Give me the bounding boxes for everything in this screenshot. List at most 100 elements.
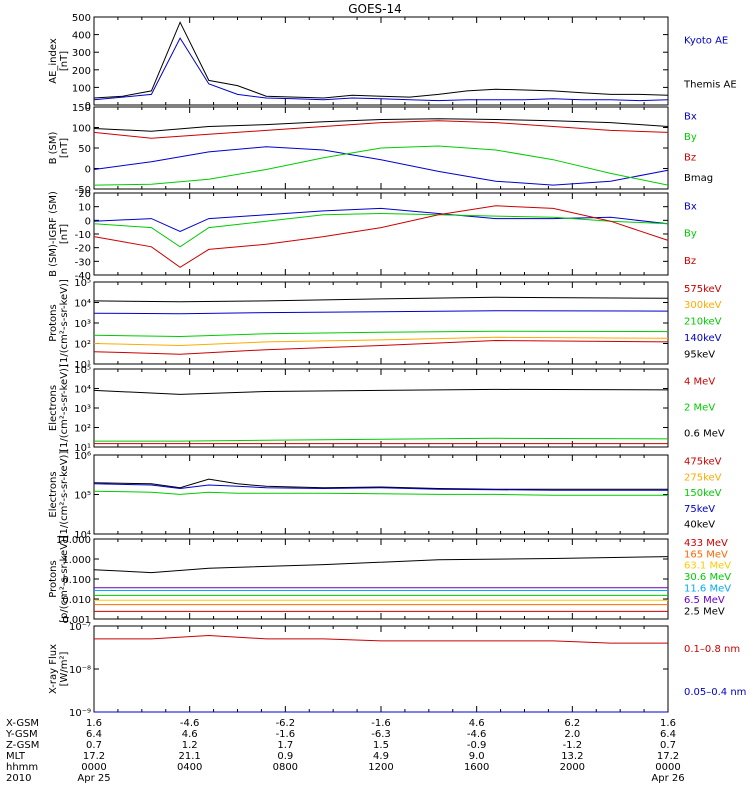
- legend-entry: 433 MeV: [684, 538, 728, 549]
- x-axis-value: 9.0: [469, 751, 485, 762]
- legend-entry: 475keV: [684, 456, 722, 467]
- legend-entry: 30.6 MeV: [684, 572, 731, 583]
- y-tick-label: -30: [75, 257, 91, 268]
- y-axis-label: AE_index: [48, 38, 59, 84]
- y-tick-label: 500: [72, 13, 91, 24]
- series-line: [93, 336, 669, 347]
- legend-entry: By: [684, 229, 697, 240]
- y-tick-label: 10²: [74, 340, 91, 351]
- x-axis-value: 0.7: [86, 740, 102, 751]
- y-tick-label: 10⁻⁸: [69, 665, 91, 676]
- y-tick-label: 0: [85, 165, 91, 176]
- series-line: [93, 212, 669, 248]
- y-axis-label: B (SM): [48, 131, 59, 164]
- legend-entry: 75keV: [684, 504, 715, 515]
- series-line: [93, 388, 669, 395]
- y-tick-label: 10⁵: [74, 365, 91, 376]
- x-axis-row-label: MLT: [6, 751, 26, 762]
- x-axis-table: X-GSM 1.6 -4.6 -6.2 -1.6 4.6 6.2 1.6Y-GSM 6.4 4.6…: [5, 718, 685, 784]
- plot-title: GOES-14: [348, 2, 402, 16]
- y-axis-label: Protons: [48, 560, 59, 597]
- legend-entry: By: [684, 132, 697, 143]
- x-axis-value: 1.6: [86, 718, 102, 729]
- x-axis-value: 1600: [464, 762, 489, 773]
- y-tick-label: 300: [72, 48, 91, 59]
- panel-frame: [93, 281, 669, 365]
- x-axis-value: 0800: [273, 762, 298, 773]
- y-tick-label: 10⁴: [74, 299, 91, 310]
- y-tick-label: 400: [72, 31, 91, 42]
- y-axis-label: Electrons: [48, 385, 59, 431]
- y-tick-label: 10³: [74, 404, 91, 415]
- y-tick-label: 200: [72, 66, 91, 77]
- legend-entry: Themis AE: [683, 79, 737, 90]
- legend-entry: Bz: [684, 152, 696, 163]
- series-line: [93, 556, 669, 574]
- y-tick-label: -20: [75, 244, 91, 255]
- x-axis-value: 17.2: [83, 751, 105, 762]
- legend-entry: 4 MeV: [684, 377, 715, 388]
- x-axis-value: -1.6: [276, 729, 296, 740]
- y-tick-label: 10.000: [56, 535, 91, 546]
- x-axis-row-label: Z-GSM: [6, 740, 39, 751]
- panels-group: 0 100 200 300 400 500 AE_index [nT] Kyoto AE Them…: [48, 13, 746, 719]
- y-tick-label: 10⁴: [74, 530, 91, 541]
- y-tick-label: 10⁻⁷: [69, 622, 91, 633]
- panel-frame: [93, 368, 669, 448]
- panel-4: 10¹ 10² 10³ 10⁴ 10⁵ Protons [1/(cm²-s-sr-keV)]…: [48, 278, 722, 371]
- y-tick-label: 10⁵: [74, 278, 91, 289]
- series-line: [93, 310, 669, 315]
- x-axis-value: 0000: [81, 762, 106, 773]
- x-axis-value: 4.9: [373, 751, 389, 762]
- panel-frame: [93, 538, 669, 620]
- x-axis-value: 2000: [560, 762, 585, 773]
- y-tick-label: 0.100: [62, 575, 91, 586]
- legend-entry: 11.6 MeV: [684, 584, 731, 595]
- y-tick-label: -50: [75, 185, 91, 196]
- series-line: [93, 330, 669, 338]
- y-axis-label: Protons: [48, 304, 59, 341]
- legend-entry: 300keV: [684, 300, 722, 311]
- x-axis-value: 1.5: [373, 740, 389, 751]
- series-line: [93, 490, 668, 496]
- y-tick-label: 10⁴: [74, 385, 91, 396]
- series-line: [93, 478, 668, 490]
- y-tick-label: 100: [72, 124, 91, 135]
- y-axis-label: [1/(cm²-s-sr-keV)]: [59, 279, 70, 367]
- x-axis-row-label: Y-GSM: [5, 729, 38, 740]
- y-axis-label: [p/(cm²-s-sr-keV)]: [59, 535, 70, 623]
- series-line: [93, 296, 669, 303]
- panel-frame: [93, 625, 669, 713]
- y-tick-label: 10: [78, 203, 91, 214]
- y-tick-label: 10⁵: [74, 491, 91, 502]
- series-line: [93, 21, 669, 99]
- series-line: [93, 145, 669, 186]
- x-axis-row-label: 2010: [6, 773, 31, 784]
- y-tick-label: 10²: [74, 424, 91, 435]
- x-axis-value: 1.6: [660, 718, 676, 729]
- x-axis-value: 13.2: [561, 751, 583, 762]
- x-axis-value: 1.2: [182, 740, 198, 751]
- y-tick-label: -40: [75, 271, 91, 282]
- y-tick-label: 0.001: [62, 615, 91, 626]
- panel-5: 10¹ 10² 10³ 10⁴ 10⁵ Electrons [1/(cm²-s-sr-keV…: [48, 364, 725, 454]
- y-tick-label: 50: [78, 144, 91, 155]
- legend-entry: 275keV: [684, 472, 722, 483]
- x-axis-value: -6.2: [276, 718, 296, 729]
- y-tick-label: 150: [72, 103, 91, 114]
- series-line: [93, 118, 669, 132]
- series-line: [93, 339, 669, 355]
- legend-entry: 40keV: [684, 520, 715, 531]
- x-axis-row-label: hhmm: [6, 762, 38, 773]
- x-axis-value: 0400: [177, 762, 202, 773]
- series-line: [94, 437, 669, 442]
- legend-entry: Kyoto AE: [684, 35, 728, 46]
- x-axis-value: -6.3: [371, 729, 391, 740]
- y-axis-label: [nT]: [59, 51, 70, 71]
- y-tick-label: 10⁶: [74, 451, 91, 462]
- panel-8: 10⁻⁹ 10⁻⁸ 10⁻⁷ X-ray Flux [W/m²] 0.1–0.8 nm 0.…: [48, 622, 746, 719]
- x-axis-value: 6.2: [564, 718, 580, 729]
- legend-entry: 0.6 MeV: [684, 429, 725, 440]
- y-tick-label: 10⁻⁹: [69, 708, 91, 719]
